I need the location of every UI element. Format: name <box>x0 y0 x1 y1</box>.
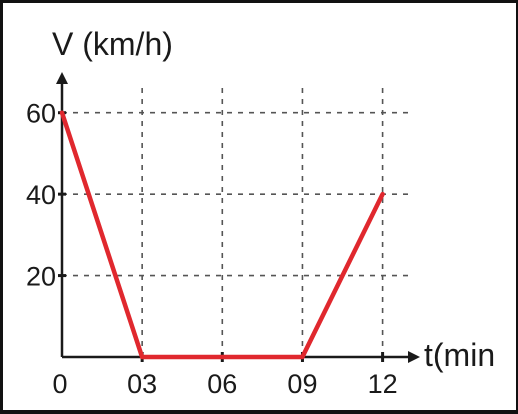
x-axis-label: t(min <box>424 337 495 373</box>
y-tick-label: 20 <box>26 262 56 292</box>
y-axis-arrow-icon <box>56 72 68 84</box>
grid <box>62 88 412 357</box>
x-tick-label: 06 <box>207 369 237 399</box>
x-tick-label: 0 <box>52 369 67 399</box>
x-axis-arrow-icon <box>408 351 420 363</box>
x-tick-label: 09 <box>287 369 317 399</box>
y-axis-label: V (km/h) <box>52 26 173 62</box>
y-tick-label: 60 <box>26 99 56 129</box>
x-tick-label: 03 <box>127 369 157 399</box>
tick-labels: 0 03 06 09 12 20 40 60 <box>26 99 398 399</box>
x-tick-label: 12 <box>368 369 398 399</box>
velocity-series-line <box>59 110 385 360</box>
tick-marks <box>58 111 385 362</box>
y-tick-label: 40 <box>26 180 56 210</box>
series <box>59 110 385 360</box>
axes <box>56 72 420 363</box>
